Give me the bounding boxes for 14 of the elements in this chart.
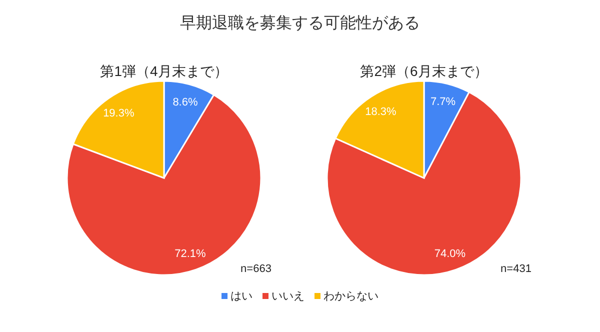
text: n=431 xyxy=(500,263,532,275)
legend-label: いいえ xyxy=(272,290,304,302)
chart-title: 早期退職を募集する可能性がある xyxy=(180,14,420,32)
data-label: 18.3% xyxy=(365,106,397,118)
text: n=663 xyxy=(240,263,272,275)
chart-subtitle: 第2弾（6月末まで） xyxy=(360,63,488,79)
data-label: 8.6% xyxy=(172,96,198,108)
legend-label: はい xyxy=(230,290,252,302)
legend-label: わからない xyxy=(324,290,378,302)
data-label: 19.3% xyxy=(103,108,134,120)
data-label: 74.0% xyxy=(434,248,466,260)
chart-subtitle: 第1弾（4月末まで） xyxy=(100,63,228,79)
data-label: 72.1% xyxy=(174,248,206,260)
data-label: 7.7% xyxy=(430,96,456,108)
